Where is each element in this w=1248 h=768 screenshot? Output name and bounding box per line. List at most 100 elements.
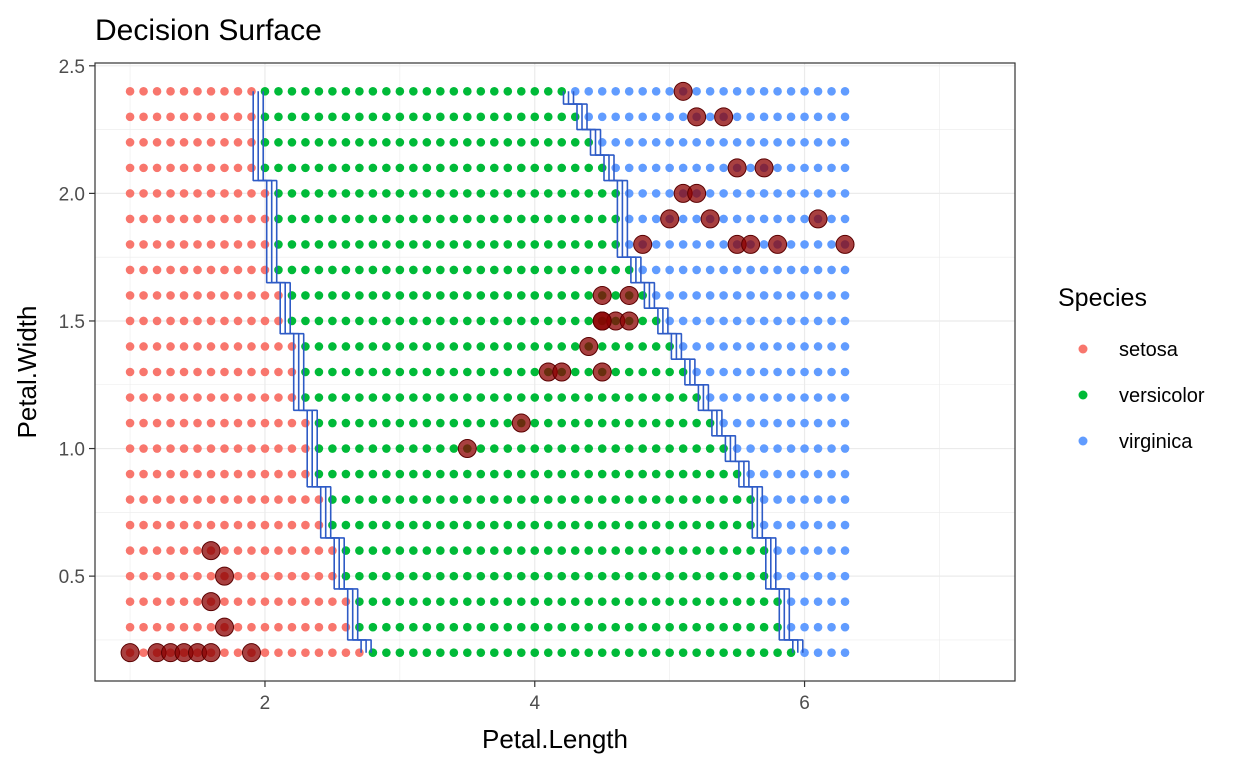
surface-point-setosa [274, 520, 283, 530]
surface-point-setosa [233, 444, 243, 453]
surface-point-virginica [786, 240, 796, 249]
surface-point-setosa [179, 571, 189, 581]
surface-point-setosa [220, 316, 229, 326]
surface-point-setosa [179, 291, 189, 300]
surface-point-versicolor [449, 342, 459, 351]
surface-point-virginica [665, 87, 674, 96]
surface-point-versicolor [449, 444, 459, 453]
surface-point-versicolor [382, 597, 391, 606]
surface-point-virginica [638, 87, 647, 96]
surface-point-setosa [233, 316, 243, 326]
surface-point-virginica [624, 87, 634, 96]
surface-point-setosa [233, 469, 243, 479]
surface-point-versicolor [516, 444, 526, 453]
surface-point-versicolor [422, 571, 432, 581]
axis-layer: 2 4 6 0.5 1.0 1.5 2.0 2.5 [59, 57, 810, 714]
surface-point-virginica [638, 163, 647, 173]
surface-point-versicolor [328, 189, 337, 198]
surface-point-setosa [247, 469, 256, 479]
surface-point-versicolor [409, 571, 418, 581]
surface-point-versicolor [530, 291, 540, 300]
surface-point-virginica [692, 163, 701, 173]
surface-point-setosa [206, 265, 216, 275]
surface-point-versicolor [368, 265, 378, 275]
observation-point [201, 643, 221, 663]
surface-point-versicolor [368, 597, 378, 606]
surface-point-virginica [840, 495, 850, 504]
surface-point-setosa [247, 291, 256, 300]
surface-point-virginica [759, 138, 769, 147]
surface-point-setosa [287, 520, 297, 530]
surface-point-versicolor [368, 240, 378, 249]
surface-point-versicolor [409, 342, 418, 351]
surface-point-versicolor [638, 622, 647, 632]
surface-point-setosa [274, 597, 283, 606]
surface-point-versicolor [274, 138, 283, 147]
surface-point-setosa [287, 648, 297, 657]
surface-point-setosa [220, 112, 229, 122]
surface-point-virginica [813, 189, 823, 198]
surface-point-versicolor [638, 546, 647, 555]
surface-point-versicolor [557, 291, 567, 300]
surface-point-versicolor [719, 520, 728, 530]
surface-point-versicolor [395, 597, 405, 606]
surface-point-versicolor [651, 393, 661, 402]
surface-point-versicolor [624, 469, 634, 479]
surface-point-setosa [220, 163, 229, 173]
surface-point-versicolor [422, 495, 432, 504]
surface-point-versicolor [584, 418, 594, 428]
surface-point-virginica [840, 444, 850, 453]
surface-point-versicolor [503, 189, 513, 198]
observation-point [120, 643, 140, 663]
surface-point-versicolor [530, 112, 540, 122]
surface-point-versicolor [516, 240, 526, 249]
surface-point-versicolor [476, 240, 486, 249]
surface-point-virginica [773, 520, 782, 530]
observation-point [727, 158, 747, 178]
surface-point-setosa [247, 138, 256, 147]
surface-point-virginica [813, 163, 823, 173]
surface-point-versicolor [503, 265, 513, 275]
surface-point-virginica [746, 316, 755, 326]
surface-point-setosa [193, 546, 202, 555]
surface-point-versicolor [597, 571, 607, 581]
surface-point-versicolor [409, 291, 418, 300]
surface-point-versicolor [530, 189, 540, 198]
surface-point-virginica [759, 469, 769, 479]
x-tick-label: 2 [260, 693, 271, 714]
surface-point-versicolor [746, 546, 755, 555]
surface-point-versicolor [543, 418, 553, 428]
surface-point-versicolor [409, 163, 418, 173]
surface-point-setosa [247, 520, 256, 530]
surface-point-versicolor [314, 112, 324, 122]
legend-key-versicolor [1078, 390, 1088, 400]
surface-point-versicolor [503, 418, 513, 428]
surface-point-virginica [786, 469, 796, 479]
surface-point-setosa [287, 418, 297, 428]
surface-point-versicolor [570, 138, 580, 147]
surface-point-setosa [206, 163, 216, 173]
surface-point-versicolor [638, 291, 647, 300]
surface-point-versicolor [719, 444, 728, 453]
surface-point-virginica [732, 265, 742, 275]
surface-point-virginica [786, 316, 796, 326]
surface-point-setosa [125, 546, 135, 555]
surface-point-versicolor [382, 342, 391, 351]
surface-point-versicolor [436, 571, 445, 581]
surface-point-virginica [746, 163, 755, 173]
chart-title: Decision Surface [95, 14, 322, 47]
surface-point-virginica [786, 622, 796, 632]
surface-point-virginica [651, 112, 661, 122]
surface-point-versicolor [705, 418, 715, 428]
surface-point-versicolor [705, 597, 715, 606]
observation-point [592, 362, 612, 382]
surface-point-setosa [220, 342, 229, 351]
surface-point-setosa [287, 342, 297, 351]
surface-point-setosa [301, 469, 310, 479]
surface-point-versicolor [719, 546, 728, 555]
surface-point-setosa [220, 418, 229, 428]
surface-point-versicolor [490, 112, 499, 122]
surface-point-setosa [139, 648, 148, 657]
surface-point-versicolor [422, 469, 432, 479]
surface-point-virginica [840, 214, 850, 224]
